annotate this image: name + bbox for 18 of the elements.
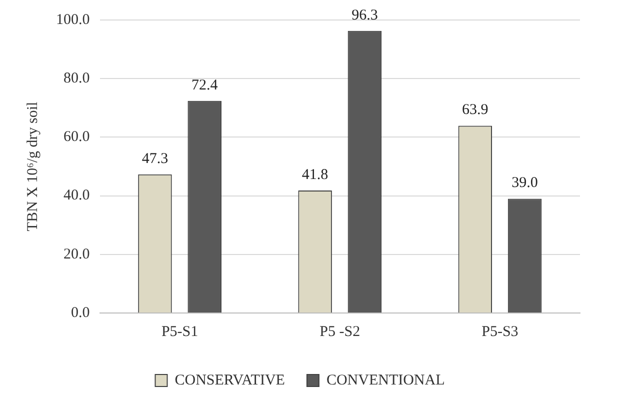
- x-tick-label: P5-S3: [482, 324, 518, 340]
- legend-label: CONSERVATIVE: [174, 372, 285, 388]
- data-label: 96.3: [352, 7, 378, 24]
- data-label: 39.0: [512, 175, 538, 192]
- y-tick-label: 20.0: [64, 246, 90, 262]
- data-label: 72.4: [191, 77, 218, 94]
- data-label: 47.3: [142, 150, 168, 167]
- legend-label: CONVENTIONAL: [326, 372, 445, 388]
- y-tick-label: 40.0: [64, 188, 90, 204]
- data-label: 41.8: [302, 166, 328, 183]
- data-label: 63.9: [462, 102, 488, 118]
- y-tick-label: 60.0: [64, 129, 90, 146]
- y-tick-label: 80.0: [64, 70, 90, 87]
- x-tick-label: P5-S1: [161, 324, 198, 340]
- y-axis-title: TBN X 10⁶/g dry soil: [24, 102, 41, 232]
- x-tick-label: P5 -S2: [320, 324, 360, 340]
- y-tick-label: 100.0: [56, 12, 90, 28]
- y-tick-label: 0.0: [71, 304, 90, 321]
